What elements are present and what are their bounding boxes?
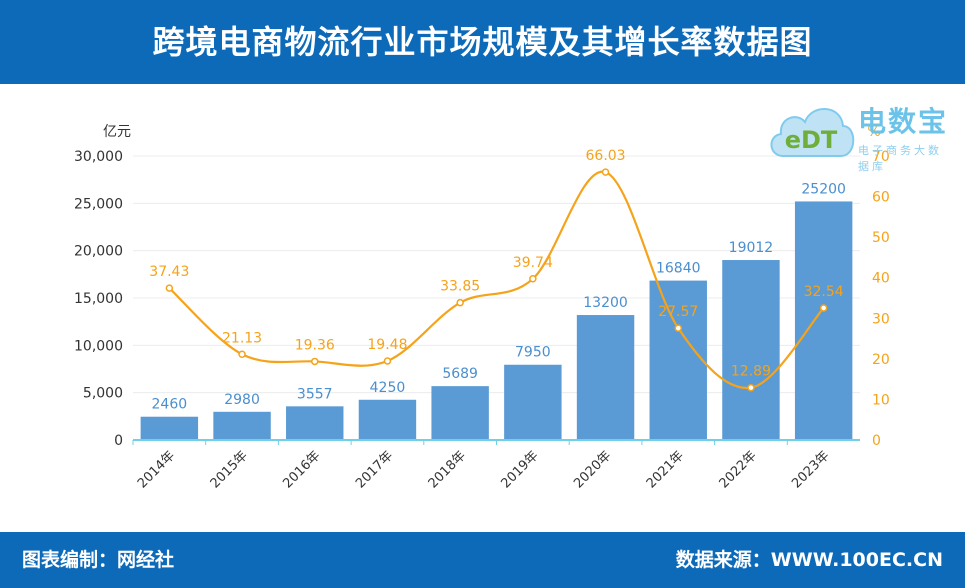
header-bar: 跨境电商物流行业市场规模及其增长率数据图 [0,0,965,84]
growth-rate-point [747,383,755,392]
x-tick-label: 2016年 [280,448,323,491]
growth-rate-label: 19.36 [295,337,335,353]
bar [576,315,635,440]
x-tick-label: 2019年 [498,448,541,491]
growth-rate-label: 39.74 [513,255,553,271]
bar [794,201,853,440]
logo-name: 电数宝 [858,105,949,138]
left-axis-unit: 亿元 [103,124,131,140]
growth-rate-point [165,284,174,292]
bar [431,386,489,440]
growth-rate-label: 37.43 [149,264,189,280]
bar-value-label: 16840 [656,261,701,277]
right-tick-label: 30 [872,311,890,327]
growth-rate-label: 12.89 [731,364,771,380]
x-tick-label: 2023年 [789,448,832,491]
right-tick-label: 0 [872,433,881,449]
growth-rate-point [311,357,319,366]
bar [504,364,562,440]
brand-logo: eDT 电数宝 电子商务大数据库 [765,92,955,173]
growth-rate-label: 19.48 [367,337,407,353]
right-tick-label: 50 [872,230,890,246]
growth-rate-point [674,324,682,332]
page-title: 跨境电商物流行业市场规模及其增长率数据图 [152,23,813,61]
x-tick-label: 2014年 [135,448,178,491]
left-tick-label: 10,000 [74,338,123,354]
x-tick-label: 2017年 [353,448,396,491]
logo-mark: eDT [785,126,838,154]
bar-value-label: 7950 [515,345,551,361]
bar [649,280,707,440]
chart: 0 5,000 10,000 15,000 20,000 25,000 30,000 0 10 2… [74,124,890,491]
left-tick-label: 30,000 [74,149,123,165]
bar [286,406,344,440]
bar [358,399,417,440]
growth-rate-point [456,298,464,307]
right-tick-label: 20 [872,352,890,368]
x-tick-label: 2021年 [644,448,687,491]
logo-subtitle: 电子商务大数据库 [858,144,942,173]
bar-value-label: 4250 [370,380,406,396]
x-tick-label: 2022年 [717,448,760,491]
left-tick-label: 0 [114,433,123,449]
data-source: 数据来源：WWW.100EC.CN [675,549,943,571]
bar [140,416,199,440]
left-tick-label: 5,000 [83,386,123,402]
growth-rate-point [238,350,246,359]
bar-value-label: 2460 [152,397,188,413]
right-axis-unit: % [867,124,880,140]
left-tick-label: 20,000 [74,244,123,260]
bar-value-label: 25200 [801,181,846,197]
left-tick-label: 25,000 [74,196,123,212]
right-tick-label: 40 [872,271,890,287]
compiler-credit: 图表编制：网经社 [22,549,175,571]
bar-value-label: 3557 [297,386,333,402]
growth-rate-point [529,275,537,283]
right-tick-label: 10 [872,392,890,408]
footer-bar: 图表编制：网经社 数据来源：WWW.100EC.CN [0,532,965,588]
growth-rate-point [601,168,610,176]
bar [722,260,780,440]
growth-rate-label: 66.03 [586,148,626,164]
bar-value-label: 19012 [729,240,774,256]
bar [213,411,271,440]
growth-rate-label: 27.57 [658,304,698,320]
x-tick-label: 2020年 [571,448,614,491]
growth-rate-label: 21.13 [222,330,262,346]
left-tick-label: 15,000 [74,291,123,307]
x-tick-label: 2018年 [426,448,469,491]
bar-value-label: 5689 [442,366,478,382]
x-tick-label: 2015年 [208,448,251,491]
growth-rate-label: 32.54 [804,284,844,300]
growth-rate-label: 33.85 [440,279,480,295]
right-tick-label: 70 [872,149,890,165]
right-tick-label: 60 [872,190,890,206]
growth-rate-point [819,304,828,312]
bar-value-label: 13200 [583,295,628,311]
cloud-icon: eDT [770,108,855,157]
bar-value-label: 2980 [224,392,260,408]
growth-rate-point [383,357,392,365]
